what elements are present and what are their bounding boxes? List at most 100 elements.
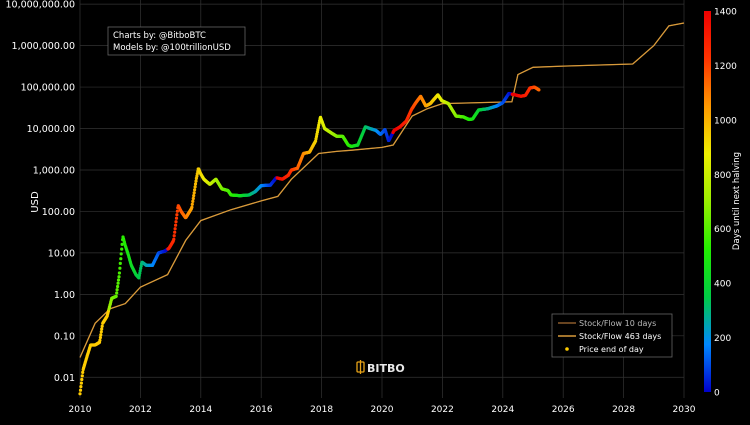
y-tick-label: 100,000.00 — [21, 83, 75, 94]
y-tick-label: 0.01 — [54, 373, 75, 384]
price-point — [116, 284, 120, 289]
sf463-line — [79, 22, 685, 358]
legend-label-sf463: Stock/Flow 463 days — [579, 332, 661, 341]
x-tick-label: 2010 — [69, 405, 92, 415]
price-point — [120, 242, 124, 246]
bitbo-watermark: BITBO — [356, 360, 405, 375]
price-point — [78, 388, 83, 392]
price-point — [100, 324, 104, 328]
price-point — [174, 220, 178, 224]
price-point — [115, 288, 119, 292]
colorbar-tick-label: 400 — [714, 280, 731, 290]
price-point — [137, 273, 141, 278]
colorbar-tick-label: 1000 — [714, 116, 737, 126]
y-tick-label: 100.00 — [42, 207, 75, 218]
y-tick-label: 1.00 — [54, 290, 75, 301]
watermark-text: BITBO — [367, 362, 405, 375]
price-point — [191, 196, 195, 201]
colorbar-tick-label: 1400 — [714, 8, 737, 18]
y-axis-label: USD — [30, 191, 41, 213]
x-tick-label: 2020 — [371, 405, 394, 415]
price-point — [173, 230, 177, 234]
price-point — [120, 247, 124, 251]
price-point — [80, 377, 84, 382]
price-point — [79, 381, 83, 385]
credits-line-1: Charts by: @BitboBTC — [113, 31, 206, 41]
credits-frame — [107, 26, 246, 56]
credits-box: Charts by: @BitboBTC Models by: @100tril… — [107, 26, 246, 56]
colorbar-tick-label: 800 — [714, 171, 731, 181]
x-tick-label: 2022 — [431, 405, 454, 415]
x-tick-label: 2030 — [673, 405, 696, 415]
price-point — [190, 205, 194, 209]
price-point — [98, 338, 102, 342]
price-point — [193, 185, 197, 189]
price-point — [537, 88, 541, 92]
y-tick-label: 1,000.00 — [33, 165, 75, 176]
legend-label-price: Price end of day — [579, 345, 644, 354]
price-point — [137, 276, 141, 280]
price-point — [115, 291, 119, 295]
colorbar-tick-label: 200 — [714, 334, 731, 344]
price-point — [195, 174, 199, 178]
price-point — [172, 237, 176, 241]
grid — [79, 0, 685, 398]
price-point — [174, 216, 179, 220]
credits-line-2: Models by: @100trillionUSD — [113, 43, 231, 53]
price-point — [192, 194, 196, 198]
legend-swatch-price — [565, 347, 569, 351]
price-point — [118, 261, 122, 265]
price-point — [99, 333, 103, 337]
x-axis: 2010 2012 2014 2016 2018 2020 2022 2024 2026 2028… — [69, 405, 696, 415]
price-point — [175, 209, 179, 213]
price-point — [193, 182, 198, 186]
price-point — [192, 191, 196, 195]
colorbar-tick-label: 1200 — [714, 62, 737, 72]
legend-label-sf10: Stock/Flow 10 days — [579, 319, 656, 328]
price-dots — [78, 85, 541, 396]
price-point — [79, 385, 83, 389]
x-tick-label: 2024 — [491, 405, 514, 415]
price-point — [116, 281, 120, 285]
price-point — [78, 392, 82, 396]
price-point — [175, 213, 179, 217]
colorbar-ticks: 0 200 400 600 800 1000 1200 1400 — [714, 8, 737, 399]
price-point — [117, 271, 121, 275]
price-point — [98, 335, 102, 340]
price-point — [116, 278, 121, 282]
x-tick-label: 2028 — [612, 405, 635, 415]
x-tick-label: 2012 — [129, 405, 152, 415]
price-point — [99, 330, 103, 334]
x-tick-label: 2016 — [250, 405, 273, 415]
price-point — [174, 223, 178, 227]
price-point — [172, 234, 176, 238]
x-tick-label: 2018 — [310, 405, 333, 415]
colorbar-tick-label: 600 — [714, 225, 731, 235]
colorbar — [704, 11, 711, 392]
model-lines — [79, 22, 685, 358]
price-point — [117, 275, 121, 279]
price-point — [80, 374, 84, 378]
price-point — [173, 227, 177, 231]
colorbar-label: Days until next halving — [732, 152, 742, 250]
x-tick-label: 2026 — [552, 405, 575, 415]
price-point — [81, 370, 85, 374]
x-tick-label: 2014 — [189, 405, 212, 415]
bitbo-logo-icon — [356, 360, 365, 374]
y-tick-label: 0.10 — [54, 331, 75, 342]
y-tick-label: 10,000,000.00 — [5, 0, 75, 11]
y-axis: 0.01 0.10 1.00 10.00 100.00 1,000.00 10,000.00… — [5, 0, 75, 384]
price-point — [139, 266, 143, 270]
price-point — [119, 257, 123, 261]
y-tick-label: 10,000.00 — [27, 124, 75, 135]
price-point — [100, 327, 104, 331]
legend: Stock/Flow 10 days Stock/Flow 463 days P… — [551, 313, 673, 358]
price-point — [191, 199, 195, 203]
y-tick-label: 1,000,000.00 — [12, 41, 75, 52]
price-point — [193, 188, 197, 192]
price-point — [118, 266, 122, 270]
price-point — [138, 269, 142, 273]
price-point — [194, 179, 198, 183]
